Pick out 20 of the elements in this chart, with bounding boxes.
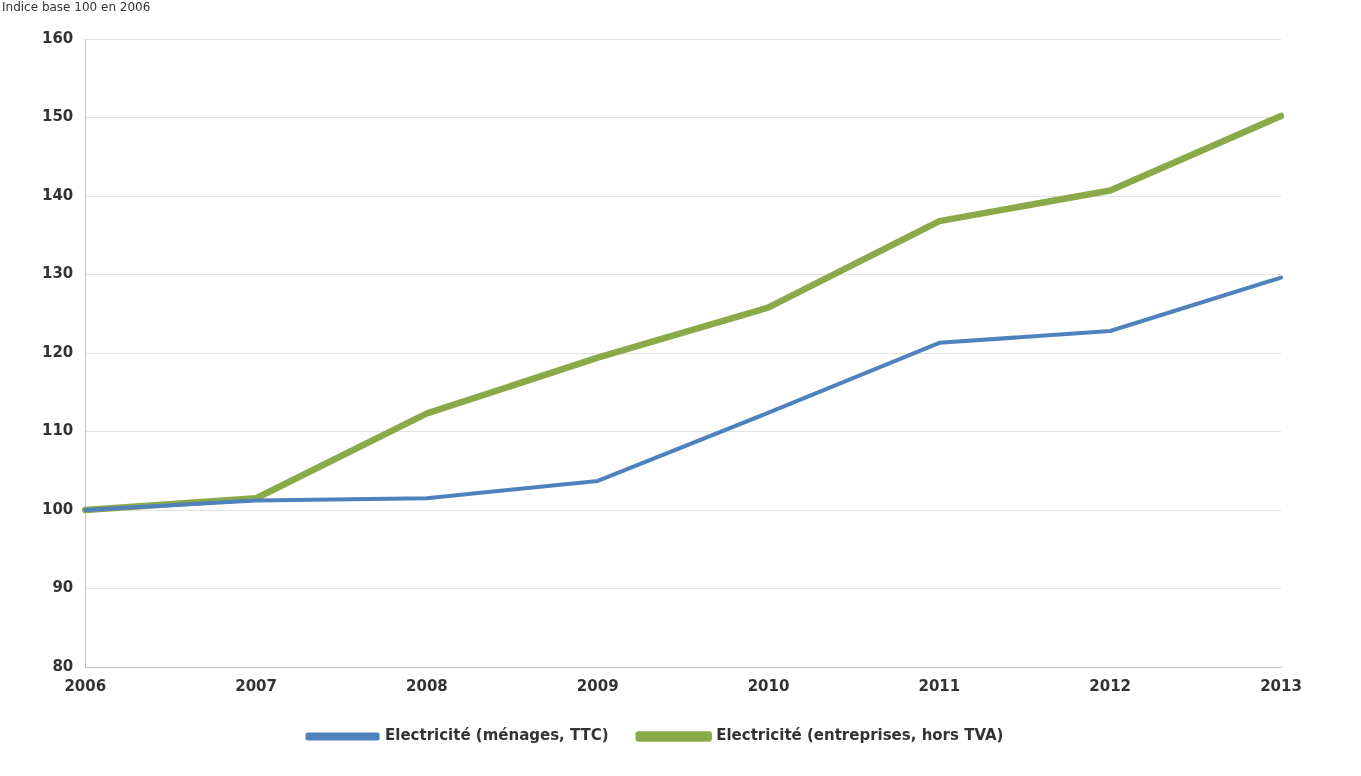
x-tick-label: 2013 — [1260, 676, 1302, 695]
x-tick-label: 2007 — [235, 676, 277, 695]
x-tick-label: 2009 — [576, 676, 619, 695]
x-tick-label: 2011 — [918, 676, 961, 695]
x-tick-label: 2012 — [1089, 676, 1132, 695]
x-tick-label: 2008 — [406, 676, 448, 695]
x-tick-label: 2010 — [747, 676, 790, 695]
y-tick-label: 140 — [42, 185, 74, 204]
x-tick-label: 2006 — [64, 676, 107, 695]
y-tick-label: 90 — [52, 578, 74, 597]
y-tick-label: 100 — [42, 499, 74, 518]
legend-label: Electricité (entreprises, hors TVA) — [716, 726, 1004, 745]
y-tick-label: 120 — [42, 342, 74, 361]
y-tick-label: 80 — [52, 656, 74, 675]
y-axis-title: Indice base 100 en 2006 — [2, 0, 151, 14]
legend-label: Electricité (ménages, TTC) — [385, 726, 609, 745]
y-tick-label: 160 — [42, 28, 74, 47]
y-tick-label: 110 — [42, 421, 74, 440]
y-tick-label: 130 — [42, 264, 74, 283]
y-tick-label: 150 — [42, 107, 74, 126]
